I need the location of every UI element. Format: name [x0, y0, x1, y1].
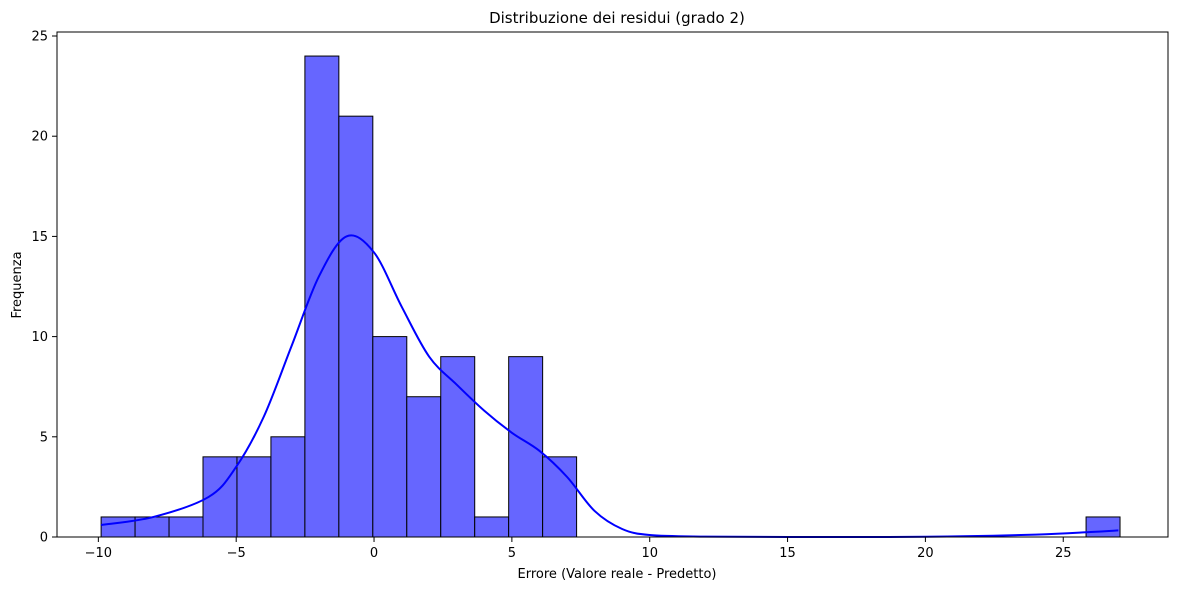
x-tick-label: 10 [641, 546, 658, 561]
x-tick-label: 20 [917, 546, 934, 561]
histogram-bar [1085, 516, 1121, 538]
histogram-bar [474, 516, 510, 538]
y-tick-label: 20 [31, 130, 48, 145]
y-tick-label: 25 [31, 30, 48, 45]
histogram-bar [100, 516, 136, 538]
plot-area [57, 32, 1168, 537]
histogram-bar [270, 436, 306, 538]
histogram-bar [236, 456, 272, 538]
y-tick-label: 0 [40, 531, 48, 546]
chart-title: Distribuzione dei residui (grado 2) [489, 9, 745, 27]
x-tick-label: 5 [508, 546, 516, 561]
x-tick-label: 0 [370, 546, 378, 561]
histogram-bar [508, 356, 544, 538]
plot-frame [56, 31, 1169, 538]
histogram-bar [406, 396, 442, 538]
histogram-bar [168, 516, 204, 538]
y-ticks: 0 5 10 15 20 25 [31, 30, 57, 546]
y-tick-label: 15 [31, 230, 48, 245]
x-tick-label: 25 [1055, 546, 1072, 561]
histogram-bar [338, 115, 374, 538]
histogram-bar [542, 456, 578, 538]
x-axis-label: Errore (Valore reale - Predetto) [518, 567, 717, 582]
y-axis-label: Frequenza [10, 251, 25, 318]
histogram-bar [440, 356, 476, 538]
x-tick-label: −5 [227, 546, 246, 561]
x-tick-label: 15 [779, 546, 796, 561]
y-tick-label: 10 [31, 330, 48, 345]
x-ticks: −10 −5 0 5 10 15 20 25 [85, 537, 1072, 561]
y-tick-label: 5 [40, 430, 48, 445]
x-tick-label: −10 [85, 546, 112, 561]
histogram-bar [372, 336, 408, 538]
